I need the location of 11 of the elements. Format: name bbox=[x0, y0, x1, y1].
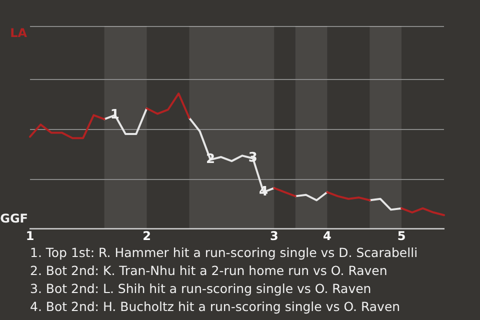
x-tick-label: 4 bbox=[323, 228, 332, 243]
x-tick-label: 5 bbox=[397, 228, 406, 243]
text: GGF bbox=[0, 212, 28, 226]
x-tick-label: 2 bbox=[142, 228, 151, 243]
text: 3. Bot 2nd: L. Shih hit a run-scoring single vs O. Raven bbox=[30, 280, 372, 298]
x-tick-label: 3 bbox=[270, 228, 278, 243]
text: LA bbox=[10, 26, 28, 40]
text: 1. Top 1st: R. Hammer hit a run-scoring single vs D. Scarabelli bbox=[30, 244, 418, 262]
text: 2. Bot 2nd: K. Tran-Nhu hit a 2-run home run vs O. Raven bbox=[30, 262, 388, 280]
x-tick-label: 1 bbox=[26, 228, 34, 243]
text: 4. Bot 2nd: H. Bucholtz hit a run-scoring single vs O. Raven bbox=[30, 298, 402, 316]
